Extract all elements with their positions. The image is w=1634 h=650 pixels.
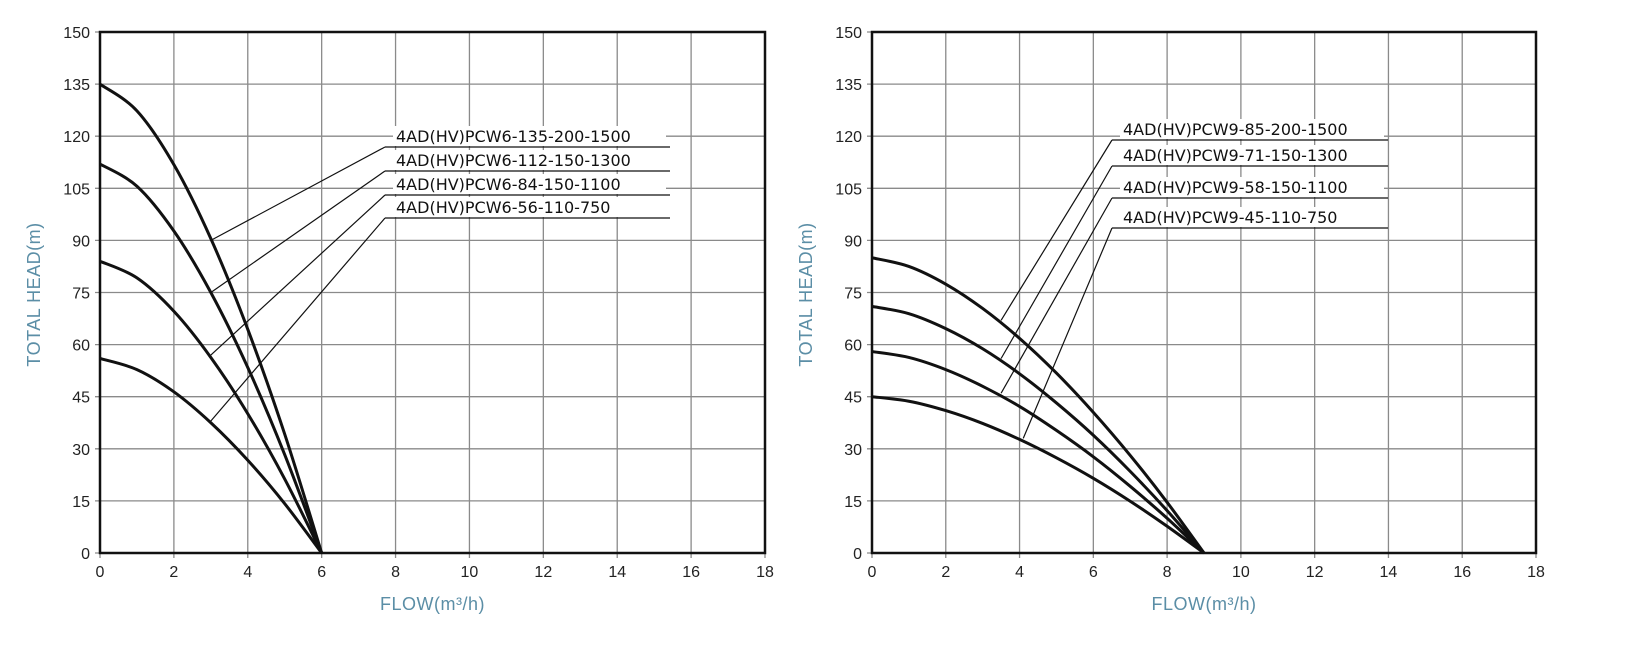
x-tick-label: 2 (941, 564, 950, 581)
y-tick-label: 90 (72, 233, 90, 250)
x-tick-label: 0 (868, 564, 877, 581)
x-tick-label: 4 (243, 564, 252, 581)
pump-curve-3 (871, 350, 1206, 555)
label-background (393, 174, 666, 194)
y-tick-label: 15 (72, 494, 90, 511)
y-tick-label: 150 (835, 25, 862, 42)
label-background (1120, 145, 1384, 165)
x-tick-label: 14 (608, 564, 626, 581)
series-label: 4AD(HV)PCW6-84-150-1100 (396, 175, 621, 194)
y-tick-label: 75 (844, 286, 862, 303)
x-tick-label: 8 (391, 564, 400, 581)
plot-frame (98, 30, 767, 555)
label-leader-line (1000, 165, 1113, 359)
x-tick-label: 12 (1306, 564, 1324, 581)
y-tick-label: 60 (72, 338, 90, 355)
label-leader-line (210, 217, 386, 422)
y-axis-label: TOTAL HEAD(m) (24, 222, 44, 366)
y-tick-label: 45 (844, 390, 862, 407)
x-axis-label: FLOW(m³/h) (1152, 594, 1257, 614)
y-tick-label: 30 (844, 442, 862, 459)
series-label: 4AD(HV)PCW9-58-150-1100 (1123, 178, 1348, 197)
x-tick-label: 10 (461, 564, 479, 581)
pump-curve-2 (871, 304, 1206, 554)
y-tick-label: 45 (72, 390, 90, 407)
y-tick-label: 150 (63, 25, 90, 42)
label-background (393, 197, 666, 217)
label-leader-line (210, 146, 386, 241)
y-axis-label: TOTAL HEAD(m) (796, 222, 816, 366)
y-tick-label: 120 (63, 129, 90, 146)
label-leader-line (210, 194, 386, 356)
x-tick-label: 10 (1232, 564, 1250, 581)
x-tick-label: 6 (317, 564, 326, 581)
y-tick-label: 105 (63, 181, 90, 198)
y-tick-label: 75 (72, 286, 90, 303)
y-tick-label: 60 (844, 338, 862, 355)
series-label: 4AD(HV)PCW9-71-150-1300 (1123, 146, 1348, 165)
chart-panel-1: 0 2 4 6 8 10 12 14 16 18 0 15 30 45 60 75 90 105 120 135 150… (24, 25, 774, 614)
x-tick-label: 2 (169, 564, 178, 581)
label-background (1120, 119, 1384, 139)
x-tick-label: 0 (96, 564, 105, 581)
series-label: 4AD(HV)PCW6-56-110-750 (396, 198, 610, 217)
series-label: 4AD(HV)PCW9-85-200-1500 (1123, 120, 1348, 139)
pump-curve-2 (99, 162, 324, 554)
x-tick-label: 4 (1015, 564, 1024, 581)
x-tick-label: 14 (1380, 564, 1398, 581)
y-tick-label: 135 (835, 77, 862, 94)
pump-curve-3 (99, 259, 324, 554)
label-background (1120, 207, 1384, 227)
x-tick-label: 16 (682, 564, 700, 581)
series-label: 4AD(HV)PCW6-112-150-1300 (396, 151, 631, 170)
label-leader-line (1000, 139, 1113, 321)
label-background (393, 150, 666, 170)
chart-panel-2: 0 2 4 6 8 10 12 14 16 18 0 15 30 45 60 75 90 105 120 135 150… (796, 25, 1545, 614)
x-axis-label: FLOW(m³/h) (380, 594, 485, 614)
y-tick-label: 15 (844, 494, 862, 511)
y-tick-label: 90 (844, 233, 862, 250)
label-leader-line (1000, 197, 1113, 394)
pump-curve-4 (99, 357, 323, 554)
label-background (1120, 177, 1384, 197)
y-tick-label: 105 (835, 181, 862, 198)
y-tick-label: 0 (853, 546, 862, 563)
x-tick-label: 18 (1527, 564, 1545, 581)
y-tick-label: 120 (835, 129, 862, 146)
pump-curve-4 (871, 395, 1205, 555)
label-leader-line (1022, 227, 1113, 439)
label-background (393, 126, 666, 146)
x-tick-label: 18 (756, 564, 774, 581)
pump-curve-1 (99, 82, 324, 554)
y-tick-label: 0 (81, 546, 90, 563)
x-tick-label: 16 (1453, 564, 1471, 581)
label-leader-line (210, 170, 386, 293)
y-tick-label: 135 (63, 77, 90, 94)
x-tick-label: 8 (1163, 564, 1172, 581)
x-tick-label: 6 (1089, 564, 1098, 581)
x-tick-label: 12 (534, 564, 552, 581)
series-label: 4AD(HV)PCW9-45-110-750 (1123, 208, 1337, 227)
series-label: 4AD(HV)PCW6-135-200-1500 (396, 127, 631, 146)
y-tick-label: 30 (72, 442, 90, 459)
pump-curve-1 (871, 256, 1206, 554)
